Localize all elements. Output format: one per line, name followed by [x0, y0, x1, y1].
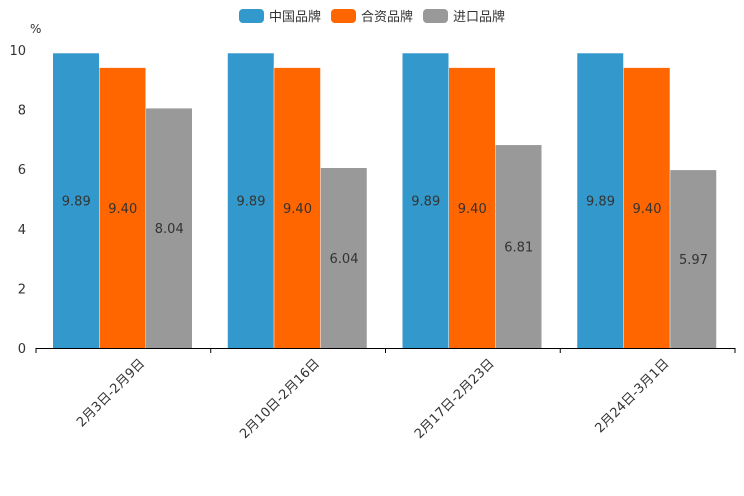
x-tick-label: 2月10日-2月16日 — [237, 356, 323, 442]
bar[interactable] — [227, 53, 274, 348]
bar-value-label: 6.81 — [504, 241, 533, 256]
bar-value-label: 5.97 — [679, 253, 708, 268]
bar[interactable] — [577, 53, 624, 348]
bar[interactable] — [449, 67, 495, 348]
bar-value-label: 6.04 — [330, 252, 359, 267]
legend-label-china: 中国品牌 — [268, 10, 321, 25]
bar-value-label: 9.40 — [283, 202, 312, 217]
x-tick-label: 2月24日-3月1日 — [593, 356, 673, 436]
bar[interactable] — [146, 108, 192, 349]
legend-label-jv: 合资品牌 — [360, 10, 413, 25]
bar[interactable] — [320, 168, 367, 348]
bar-value-label: 9.89 — [411, 195, 440, 210]
x-tick-label: 2月3日-2月9日 — [74, 356, 148, 430]
x-tick-label: 2月17日-2月23日 — [412, 356, 498, 442]
legend-item-jv[interactable]: 合资品牌 — [330, 6, 413, 25]
bar[interactable] — [670, 170, 717, 348]
y-tick-label: 0 — [18, 342, 26, 357]
y-tick-label: 4 — [18, 223, 26, 238]
legend: 中国品牌 合资品牌 进口品牌 — [0, 6, 744, 25]
legend-item-china[interactable]: 中国品牌 — [238, 6, 321, 25]
bar-value-label: 9.40 — [458, 202, 487, 217]
bar[interactable] — [274, 67, 321, 348]
legend-label-import: 进口品牌 — [453, 10, 506, 25]
y-tick-label: 8 — [18, 104, 26, 119]
y-tick-label: 2 — [18, 282, 26, 297]
bar[interactable] — [99, 67, 146, 348]
legend-swatch-china — [238, 8, 264, 23]
bar[interactable] — [623, 67, 670, 348]
bar[interactable] — [495, 145, 542, 348]
bar-value-label: 9.89 — [237, 195, 266, 210]
bar[interactable] — [53, 53, 99, 348]
y-tick-label: 6 — [18, 163, 26, 178]
legend-item-import[interactable]: 进口品牌 — [423, 6, 505, 25]
bar-value-label: 9.40 — [633, 202, 662, 217]
legend-swatch-import — [423, 8, 448, 23]
bar[interactable] — [402, 53, 449, 348]
y-axis-label: % — [30, 22, 42, 36]
bar-value-label: 9.89 — [62, 195, 91, 210]
bar-value-label: 9.40 — [108, 202, 137, 217]
bar-value-label: 9.89 — [586, 195, 615, 210]
legend-swatch-jv — [330, 8, 356, 23]
bar-value-label: 8.04 — [155, 222, 184, 237]
y-tick-label: 10 — [9, 44, 26, 59]
